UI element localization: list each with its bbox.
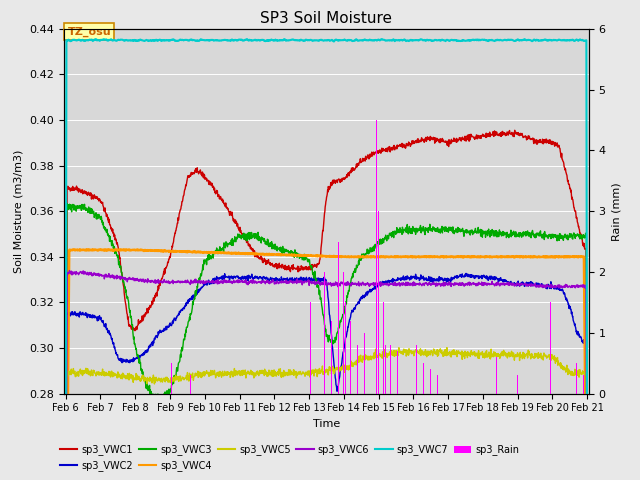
Y-axis label: Rain (mm): Rain (mm)	[611, 182, 621, 240]
X-axis label: Time: Time	[313, 419, 340, 429]
Title: SP3 Soil Moisture: SP3 Soil Moisture	[260, 11, 392, 26]
Y-axis label: Soil Moisture (m3/m3): Soil Moisture (m3/m3)	[14, 149, 24, 273]
Legend: sp3_VWC1, sp3_VWC2, sp3_VWC3, sp3_VWC4, sp3_VWC5, sp3_VWC6, sp3_VWC7, sp3_Rain: sp3_VWC1, sp3_VWC2, sp3_VWC3, sp3_VWC4, …	[56, 441, 524, 475]
Text: TZ_osu: TZ_osu	[67, 26, 111, 37]
